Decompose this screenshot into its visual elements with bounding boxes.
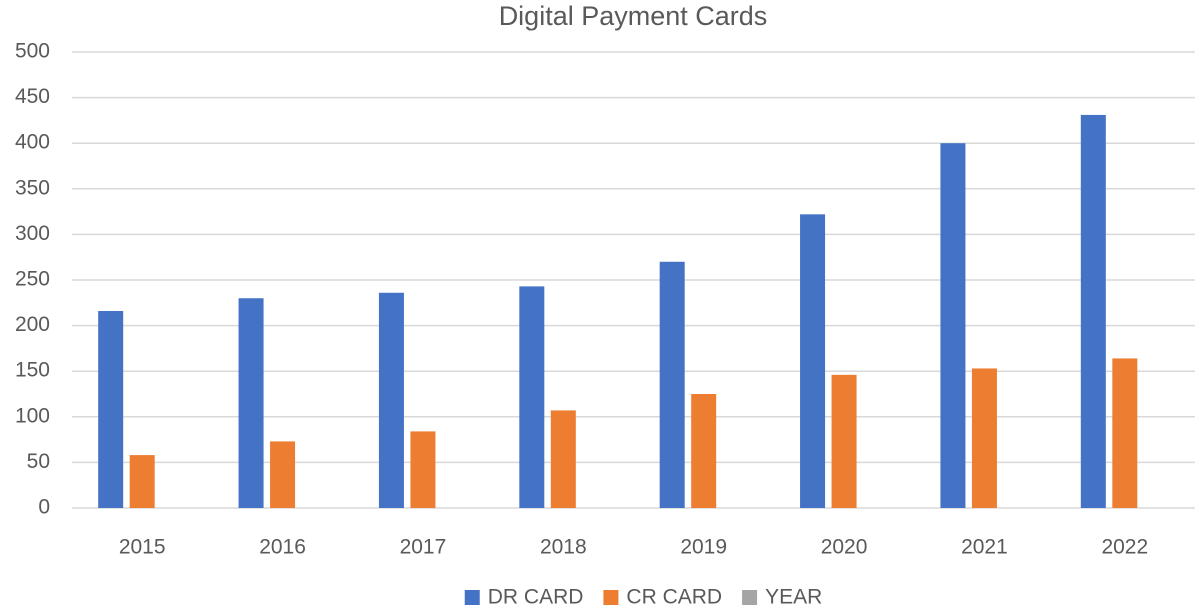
legend-swatch bbox=[603, 590, 619, 605]
bar bbox=[691, 394, 717, 508]
x-tick-label: 2021 bbox=[961, 536, 1008, 559]
y-tick-label: 250 bbox=[15, 268, 50, 291]
y-tick-label: 400 bbox=[15, 131, 50, 154]
y-tick-label: 0 bbox=[38, 496, 50, 519]
y-tick-label: 350 bbox=[15, 176, 50, 199]
bar bbox=[98, 311, 124, 508]
legend-label: CR CARD bbox=[626, 586, 722, 609]
x-tick-label: 2018 bbox=[540, 536, 587, 559]
chart-title: Digital Payment Cards bbox=[499, 1, 768, 31]
x-tick-label: 2015 bbox=[119, 536, 166, 559]
bar bbox=[378, 292, 404, 508]
legend-swatch bbox=[742, 590, 758, 605]
y-tick-label: 100 bbox=[15, 404, 50, 427]
bar bbox=[1080, 114, 1106, 508]
bar bbox=[659, 261, 685, 508]
y-tick-label: 500 bbox=[15, 40, 50, 63]
bar bbox=[550, 410, 576, 508]
legend-label: YEAR bbox=[765, 586, 822, 609]
x-tick-label: 2020 bbox=[821, 536, 868, 559]
y-tick-label: 200 bbox=[15, 313, 50, 336]
x-tick-label: 2016 bbox=[259, 536, 306, 559]
bar bbox=[971, 368, 997, 508]
bar bbox=[410, 431, 436, 508]
bar bbox=[129, 455, 155, 508]
bar bbox=[1112, 358, 1138, 508]
bar bbox=[800, 214, 826, 508]
x-tick-label: 2017 bbox=[400, 536, 447, 559]
bar bbox=[270, 441, 296, 508]
legend-swatch bbox=[464, 590, 480, 605]
x-tick-label: 2022 bbox=[1101, 536, 1148, 559]
x-tick-label: 2019 bbox=[680, 536, 727, 559]
bar bbox=[238, 298, 264, 508]
y-tick-label: 450 bbox=[15, 85, 50, 108]
bar bbox=[831, 374, 857, 508]
y-tick-label: 300 bbox=[15, 222, 50, 245]
legend-label: DR CARD bbox=[488, 586, 584, 609]
y-tick-label: 150 bbox=[15, 359, 50, 382]
y-tick-label: 50 bbox=[27, 450, 50, 473]
bar bbox=[940, 143, 966, 508]
bar bbox=[519, 286, 545, 508]
